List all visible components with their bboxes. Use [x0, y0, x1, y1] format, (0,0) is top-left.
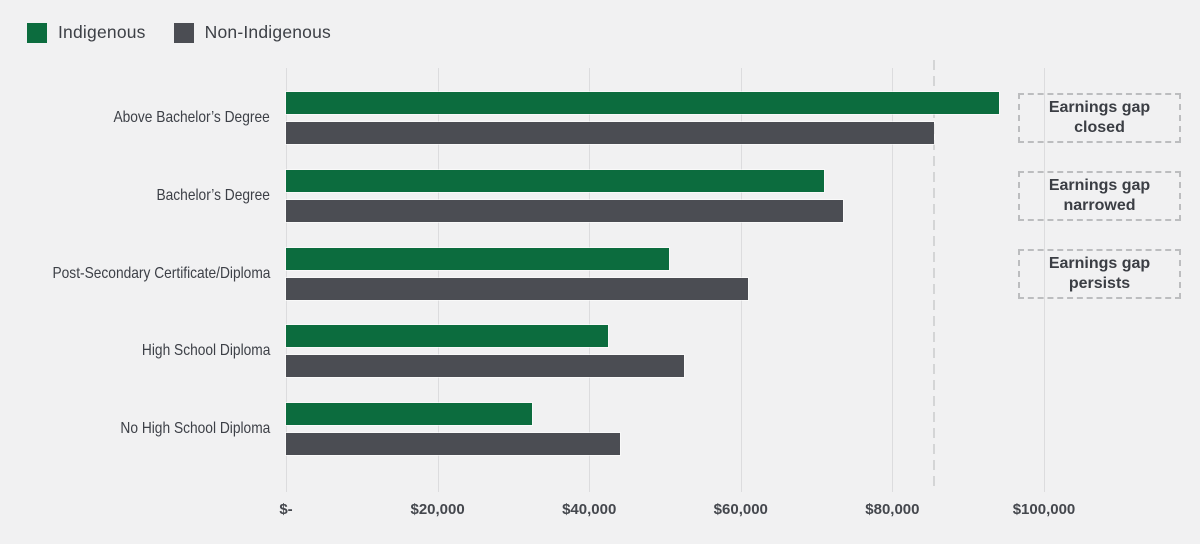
category-label: Post-Secondary Certificate/Diploma: [52, 264, 270, 282]
bar-non-indigenous: [284, 121, 936, 145]
category-label: High School Diploma: [141, 342, 270, 360]
bar-indigenous: [285, 91, 1000, 115]
gridline: [1044, 68, 1045, 492]
annotation-label: Earnings gap narrowed: [1048, 177, 1151, 214]
annotation-box: Earnings gap closed: [1018, 93, 1181, 143]
indigenous-swatch-icon: [27, 22, 47, 43]
legend-label: Indigenous: [58, 22, 146, 42]
bar-non-indigenous: [285, 432, 621, 457]
annotation-label: Earnings gap closed: [1048, 99, 1151, 136]
legend-item-indigenous: Indigenous: [27, 22, 146, 43]
annotation-box: Earnings gap narrowed: [1018, 170, 1181, 221]
bar-non-indigenous: [284, 276, 750, 301]
legend: Indigenous Non-Indigenous: [27, 22, 331, 43]
annotation-label: Earnings gap persists: [1048, 255, 1151, 292]
x-tick-label: $20,000: [410, 501, 465, 518]
bar-indigenous: [284, 402, 534, 427]
bar-indigenous: [284, 324, 610, 349]
category-label: Bachelor’s Degree: [156, 186, 270, 204]
bar-non-indigenous: [285, 354, 685, 379]
reference-line: [933, 60, 936, 492]
non-indigenous-swatch-icon: [173, 22, 194, 43]
bar-indigenous: [284, 168, 826, 193]
legend-label: Non-Indigenous: [204, 22, 332, 42]
legend-item-non-indigenous: Non-Indigenous: [173, 22, 332, 43]
category-label: Above Bachelor’s Degree: [113, 109, 270, 126]
annotation-box: Earnings gap persists: [1018, 248, 1181, 299]
category-label: No High School Diploma: [120, 420, 270, 438]
x-tick-label: $60,000: [713, 501, 768, 518]
bar-non-indigenous: [284, 198, 845, 223]
x-tick-label: $40,000: [562, 501, 617, 518]
x-tick-label: $80,000: [865, 501, 920, 518]
bar-indigenous: [285, 246, 670, 271]
gridline: [892, 68, 894, 492]
x-tick-label: $100,000: [1012, 501, 1076, 518]
x-tick-label: $-: [279, 501, 293, 518]
